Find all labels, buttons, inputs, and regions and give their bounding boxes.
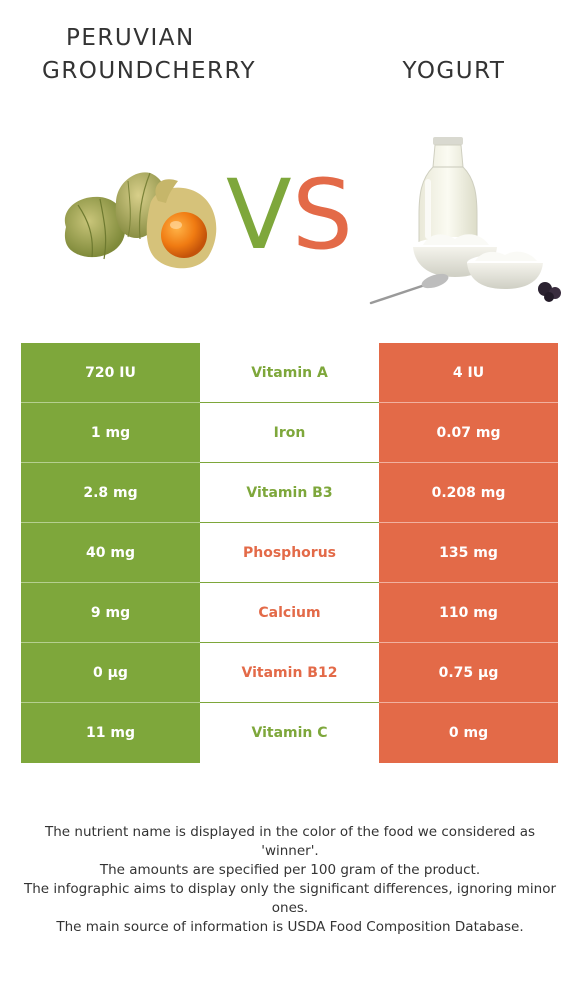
footnote: The nutrient name is displayed in the co… xyxy=(20,823,560,937)
left-value-cell: 2.8 mg xyxy=(21,463,200,523)
right-value-cell: 0.208 mg xyxy=(379,463,558,523)
right-value-cell: 0.75 µg xyxy=(379,643,558,703)
left-value-cell: 1 mg xyxy=(21,403,200,463)
left-food-title-line2: GROUNDCHERRY xyxy=(42,58,257,84)
table-row: 2.8 mg Vitamin B3 0.208 mg xyxy=(21,463,558,523)
table-row: 9 mg Calcium 110 mg xyxy=(21,583,558,643)
right-value-cell: 0.07 mg xyxy=(379,403,558,463)
left-value-cell: 11 mg xyxy=(21,703,200,763)
left-value-cell: 720 IU xyxy=(21,343,200,403)
nutrient-name-cell: Vitamin B12 xyxy=(200,643,379,703)
left-food-title: PERUVIAN GROUNDCHERRY xyxy=(42,22,256,88)
footnote-line-4: The main source of information is USDA F… xyxy=(56,919,524,935)
versus-label: V S xyxy=(226,165,356,265)
right-value-cell: 4 IU xyxy=(379,343,558,403)
right-value-cell: 135 mg xyxy=(379,523,558,583)
nutrient-name-cell: Calcium xyxy=(200,583,379,643)
right-value-cell: 0 mg xyxy=(379,703,558,763)
nutrient-name-cell: Vitamin B3 xyxy=(200,463,379,523)
footnote-line-3: The infographic aims to display only the… xyxy=(23,881,557,916)
groundcherry-image xyxy=(64,172,217,269)
left-value-cell: 0 µg xyxy=(21,643,200,703)
nutrient-name-cell: Vitamin C xyxy=(200,703,379,763)
nutrient-name-cell: Phosphorus xyxy=(200,523,379,583)
right-food-title: YOGURT xyxy=(402,58,506,84)
table-row: 40 mg Phosphorus 135 mg xyxy=(21,523,558,583)
yogurt-image xyxy=(369,137,561,305)
nutrient-name-cell: Vitamin A xyxy=(200,343,379,403)
left-value-cell: 40 mg xyxy=(21,523,200,583)
right-value-cell: 110 mg xyxy=(379,583,558,643)
footnote-line-2: The amounts are specified per 100 gram o… xyxy=(99,862,481,878)
versus-s: S xyxy=(292,159,353,271)
nutrient-name-cell: Iron xyxy=(200,403,379,463)
table-row: 1 mg Iron 0.07 mg xyxy=(21,403,558,463)
left-value-cell: 9 mg xyxy=(21,583,200,643)
footnote-line-1: The nutrient name is displayed in the co… xyxy=(44,824,536,859)
left-food-title-line1: PERUVIAN xyxy=(66,25,195,51)
versus-v: V xyxy=(226,159,292,271)
table-row: 0 µg Vitamin B12 0.75 µg xyxy=(21,643,558,703)
